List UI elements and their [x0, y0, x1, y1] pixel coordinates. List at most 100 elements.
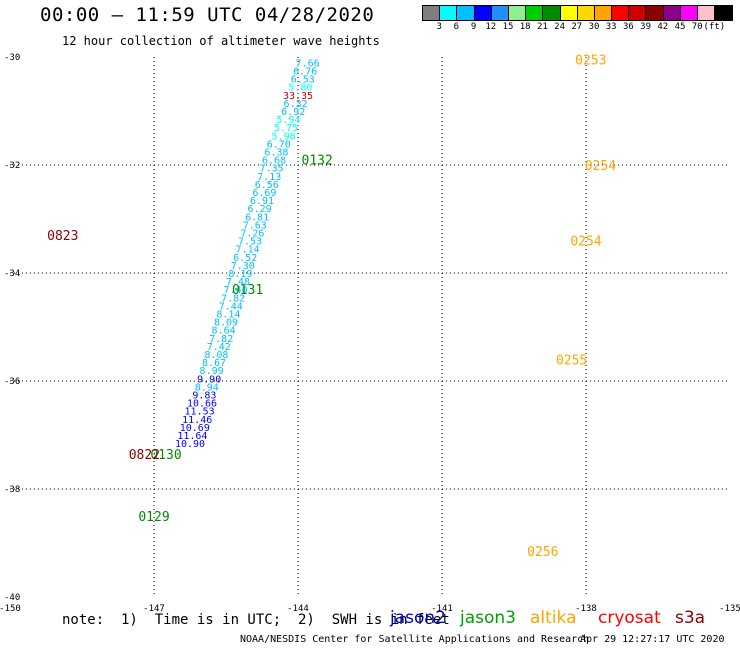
color-swatch — [612, 6, 630, 20]
pass-time-label: 0131 — [232, 283, 263, 298]
color-swatch — [508, 6, 527, 20]
color-scale-label: 33 — [605, 22, 617, 32]
credit-line: NOAA/NESDIS Center for Satellite Applica… — [240, 634, 590, 645]
color-swatch — [560, 6, 578, 20]
color-scale-label: (ft) — [703, 22, 726, 32]
color-scale-label: 30 — [588, 22, 600, 32]
legend-jason3: jason3 — [460, 608, 516, 628]
swh-value-label: 10.90 — [175, 439, 205, 450]
swh-value-label: 6.69 — [252, 188, 276, 199]
color-scale-label: 45 — [674, 22, 686, 32]
y-tick-label: -30 — [4, 53, 20, 63]
y-tick-label: -40 — [4, 593, 20, 603]
swh-value-label: 6.92 — [281, 107, 305, 118]
y-tick-label: -38 — [4, 485, 20, 495]
x-tick-label: -135 — [719, 604, 740, 614]
color-scale-label: 15 — [502, 22, 514, 32]
color-scale-labels: 3 6 9 12 15 18 21 24 27 30 33 36 39 42 45 70 (ft) — [422, 22, 732, 34]
color-swatch — [646, 6, 664, 20]
swh-value-label: 8.19 — [228, 269, 252, 280]
color-scale-label: 39 — [640, 22, 652, 32]
swh-value-label: 8.64 — [212, 326, 236, 337]
color-swatch — [457, 6, 475, 20]
color-scale-label: 21 — [536, 22, 548, 32]
x-tick-label: -144 — [287, 604, 309, 614]
x-tick-label: -150 — [0, 604, 21, 614]
color-swatch — [491, 6, 509, 20]
swh-value-label: 6.29 — [248, 204, 272, 215]
pass-time-label: 0129 — [138, 510, 169, 525]
swh-value-label: 6.70 — [267, 139, 291, 150]
color-swatch — [715, 6, 733, 20]
x-tick-label: -138 — [575, 604, 597, 614]
swh-value-label: 7.30 — [231, 261, 255, 272]
color-swatch — [698, 6, 716, 20]
swh-value-label: 6.38 — [264, 148, 288, 159]
pass-time-label: 0253 — [575, 54, 606, 69]
swh-value-label: 5.80 — [288, 83, 312, 94]
color-swatch — [526, 6, 544, 20]
swh-value-label: 7.48 — [226, 277, 250, 288]
swh-value-label: 5.75 — [274, 123, 298, 134]
color-scale-label: 3 — [436, 22, 442, 32]
swh-value-label: 6.68 — [262, 156, 286, 167]
color-swatch — [577, 6, 595, 20]
color-scale-label: 9 — [470, 22, 477, 32]
color-scale-label: 18 — [519, 22, 531, 32]
swh-value-label: 11.64 — [177, 431, 207, 442]
swh-value-label: 7.82 — [209, 334, 233, 345]
color-swatch — [474, 6, 492, 20]
color-scale-label: 6 — [453, 22, 460, 32]
chart-title: 00:00 – 11:59 UTC 04/28/2020 — [40, 4, 375, 26]
swh-value-label: 5.94 — [276, 115, 300, 126]
color-swatch — [594, 6, 613, 20]
swh-value-label: 6.56 — [255, 180, 279, 191]
swh-value-label: 6.91 — [250, 196, 274, 207]
swh-value-label: 7.53 — [238, 237, 262, 248]
pass-time-label: 0822 — [129, 448, 160, 463]
color-scale-label: 27 — [571, 22, 583, 32]
swh-value-label: 7.40 — [224, 285, 248, 296]
swh-value-label: 7.35 — [260, 164, 284, 175]
swh-value-label: 8.08 — [204, 350, 228, 361]
color-swatch — [663, 6, 681, 20]
legend-cryosat: cryosat — [598, 608, 661, 628]
swh-value-label: 7.63 — [243, 220, 267, 231]
color-scale-label: 36 — [622, 22, 634, 32]
y-tick-label: -34 — [4, 269, 20, 279]
swh-value-label: 6.76 — [293, 67, 317, 78]
color-swatch — [423, 6, 441, 20]
swh-value-label: 7.44 — [219, 301, 243, 312]
swh-value-label: 33.35 — [283, 91, 313, 102]
chart-subtitle: 12 hour collection of altimeter wave hei… — [62, 34, 380, 48]
color-swatch — [440, 6, 458, 20]
color-swatch — [680, 6, 698, 20]
swh-value-label: 7.42 — [207, 342, 231, 353]
swh-value-label: 8.09 — [214, 318, 238, 329]
swh-value-label: 11.53 — [185, 407, 215, 418]
pass-time-label: 0256 — [527, 545, 558, 560]
x-tick-label: -147 — [143, 604, 165, 614]
swh-value-label: 6.32 — [284, 99, 308, 110]
swh-value-label: 5.98 — [272, 131, 296, 142]
legend-jason2: jason2 — [390, 608, 446, 628]
swh-value-label: 7.82 — [221, 293, 245, 304]
swh-value-label: 8.14 — [216, 310, 240, 321]
swh-value-label: 7.66 — [296, 58, 320, 69]
swh-value-label: 6.52 — [233, 253, 257, 264]
legend-altika: altika — [530, 608, 577, 628]
swh-value-label: 9.90 — [197, 374, 221, 385]
units-note: note: 1) Time is in UTC; 2) SWH is in fe… — [62, 612, 450, 628]
pass-time-label: 0823 — [47, 229, 78, 244]
color-scale-bar — [422, 5, 734, 21]
color-swatch — [629, 6, 647, 20]
y-tick-label: -32 — [4, 161, 20, 171]
pass-time-label: 0132 — [302, 154, 333, 169]
swh-value-label: 10.69 — [180, 423, 210, 434]
color-scale-label: 42 — [657, 22, 669, 32]
color-swatch — [543, 6, 561, 20]
swh-value-label: 6.81 — [245, 212, 269, 223]
swh-value-label: 10.66 — [187, 399, 217, 410]
legend-s3a: s3a — [675, 608, 706, 628]
